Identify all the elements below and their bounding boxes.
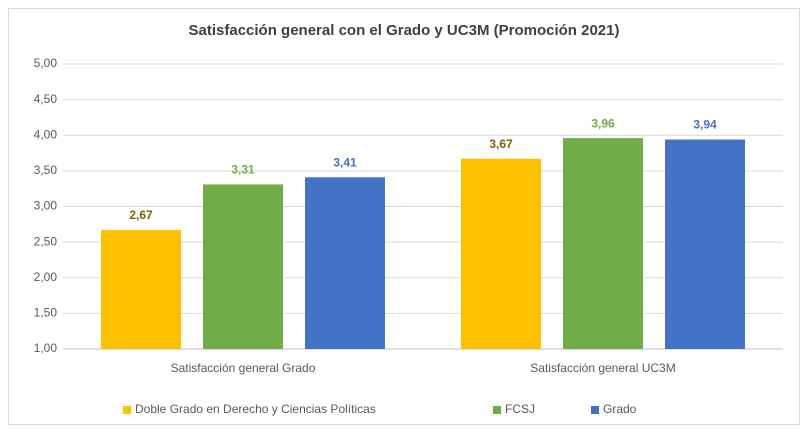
bar xyxy=(305,177,385,349)
bar xyxy=(461,158,541,349)
y-tick-label: 1,50 xyxy=(34,306,58,320)
data-label: 2,67 xyxy=(129,208,153,222)
data-label: 3,41 xyxy=(333,155,357,169)
data-label: 3,96 xyxy=(591,116,615,130)
y-tick-label: 4,50 xyxy=(34,92,58,106)
bar xyxy=(665,139,745,349)
y-tick-label: 4,00 xyxy=(34,127,58,141)
y-tick-label: 2,00 xyxy=(34,270,58,284)
legend-swatch xyxy=(591,406,599,414)
bar xyxy=(101,230,181,349)
legend-label: Grado xyxy=(603,402,637,416)
x-tick-label: Satisfacción general Grado xyxy=(171,361,316,375)
x-tick-label: Satisfacción general UC3M xyxy=(530,361,675,375)
y-tick-label: 1,00 xyxy=(34,341,58,355)
y-tick-label: 3,00 xyxy=(34,199,58,213)
chart-title: Satisfacción general con el Grado y UC3M… xyxy=(189,22,620,39)
bar xyxy=(563,138,643,349)
legend-swatch xyxy=(493,406,501,414)
data-label: 3,31 xyxy=(231,163,255,177)
legend-swatch xyxy=(123,406,131,414)
data-label: 3,94 xyxy=(693,118,717,132)
y-tick-label: 3,50 xyxy=(34,163,58,177)
legend-label: FCSJ xyxy=(505,402,535,416)
data-label: 3,67 xyxy=(489,137,513,151)
y-tick-label: 5,00 xyxy=(34,56,58,70)
y-tick-label: 2,50 xyxy=(34,234,58,248)
legend-label: Doble Grado en Derecho y Ciencias Políti… xyxy=(135,402,376,416)
bar xyxy=(203,184,283,349)
